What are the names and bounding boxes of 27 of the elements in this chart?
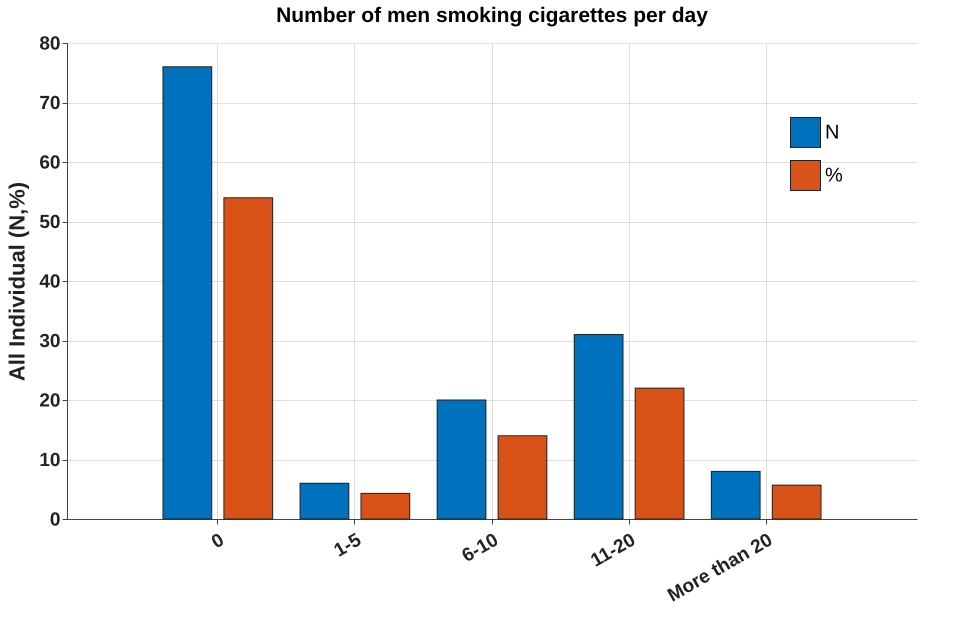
- y-tick-label: 10: [39, 450, 60, 471]
- y-tick-label: 60: [39, 152, 60, 174]
- bar: [162, 66, 212, 520]
- bar: [710, 470, 761, 520]
- x-tick-label: 1-5: [330, 529, 366, 562]
- bar: [436, 400, 486, 520]
- bar: [360, 492, 410, 520]
- y-axis-title: All Individual (N,%): [4, 182, 30, 382]
- y-tick-label: 20: [39, 390, 60, 412]
- y-tick-label: 70: [39, 93, 60, 114]
- legend-label: %: [825, 164, 843, 186]
- y-tick-label: 40: [39, 272, 60, 292]
- y-tick-label: 50: [39, 212, 60, 233]
- bar: [574, 334, 624, 520]
- bar: [634, 388, 684, 520]
- x-tick-label: 6-10: [458, 530, 502, 567]
- y-tick-label: 0: [50, 510, 60, 530]
- legend-label: N: [825, 122, 840, 144]
- y-tick-label: 80: [39, 34, 60, 54]
- chart-title: Number of men smoking cigarettes per day: [276, 4, 708, 27]
- y-tick-label: 30: [39, 331, 60, 352]
- x-tick-label: More than 20: [664, 530, 776, 606]
- bar: [772, 484, 822, 520]
- x-tick-label: 0: [208, 530, 228, 554]
- bar: [498, 435, 548, 520]
- bar: [223, 197, 274, 520]
- bar: [300, 482, 350, 520]
